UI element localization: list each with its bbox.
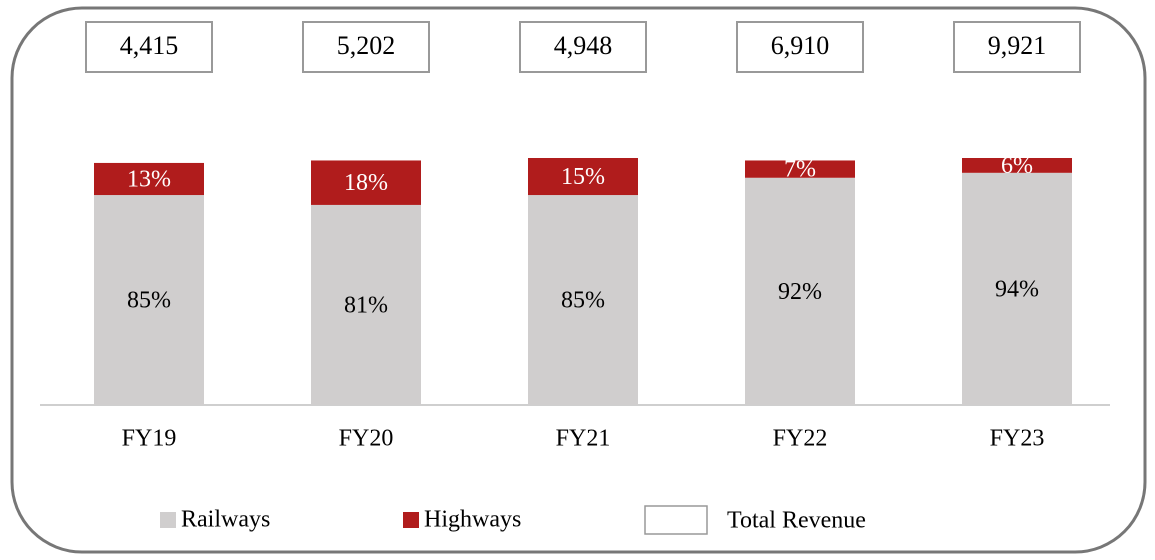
legend-swatch [160, 512, 176, 528]
data-label: 13% [127, 166, 171, 192]
legend-label: Railways [181, 507, 270, 533]
frame [10, 6, 1147, 554]
bar-segment [528, 195, 638, 405]
total-box [85, 21, 213, 73]
legend-swatch [403, 512, 419, 528]
bar-segment [311, 204, 421, 405]
total-box [519, 21, 647, 73]
legend-swatch [644, 505, 708, 535]
data-label: 85% [127, 288, 171, 314]
x-tick-label: FY20 [339, 426, 394, 452]
total-label: 4,415 [120, 31, 179, 60]
bar-segment [94, 195, 204, 405]
total-box [302, 21, 430, 73]
total-label: 4,948 [554, 31, 613, 60]
data-label: 7% [784, 157, 816, 183]
bar-segment [962, 172, 1072, 405]
x-tick-label: FY22 [773, 426, 828, 452]
x-tick-label: FY23 [990, 426, 1045, 452]
legend-label: Total Revenue [727, 508, 866, 534]
bar-segment [528, 158, 638, 196]
data-label: 94% [995, 276, 1039, 302]
data-label: 15% [561, 164, 605, 190]
total-label: 5,202 [337, 31, 396, 60]
legend-label: Highways [424, 507, 521, 533]
bar-segment [745, 160, 855, 178]
data-label: 81% [344, 292, 388, 318]
total-label: 9,921 [988, 31, 1047, 60]
data-label: 6% [1001, 153, 1033, 179]
data-label: 85% [561, 288, 605, 314]
data-label: 92% [778, 279, 822, 305]
total-box [736, 21, 864, 73]
bar-segment [962, 158, 1072, 173]
x-tick-label: FY19 [122, 426, 177, 452]
data-label: 18% [344, 170, 388, 196]
total-label: 6,910 [771, 31, 830, 60]
x-tick-label: FY21 [556, 426, 611, 452]
bar-segment [94, 162, 204, 196]
bar-segment [745, 177, 855, 405]
bar-segment [311, 160, 421, 205]
total-box [953, 21, 1081, 73]
